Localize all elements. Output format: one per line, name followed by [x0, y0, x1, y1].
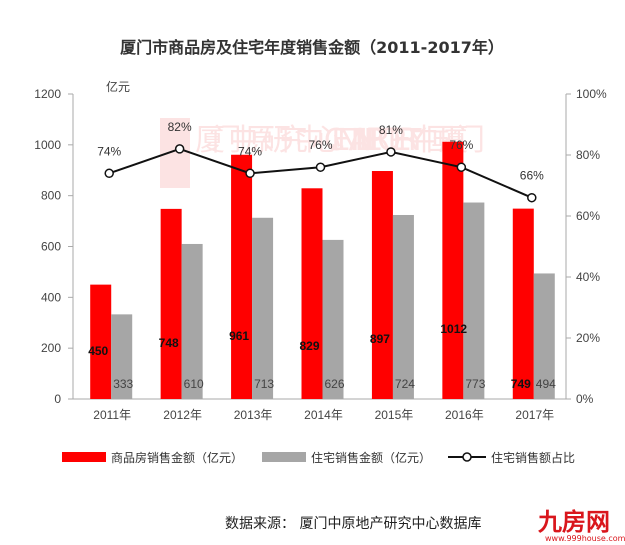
data-label-sales-total: 748	[159, 336, 179, 350]
data-label-sales-residential: 333	[113, 377, 133, 391]
bar-sales-total	[90, 284, 112, 399]
data-label-sales-residential: 724	[395, 377, 415, 391]
bar-sales-residential	[111, 314, 133, 399]
y2-tick-label: 40%	[576, 270, 600, 284]
line-point	[386, 147, 396, 157]
data-label-share: 74%	[238, 144, 262, 158]
data-label-sales-residential: 494	[536, 377, 556, 391]
svg-text:www.999house.com: www.999house.com	[545, 534, 625, 543]
y2-tick-label: 0%	[576, 392, 594, 406]
source-note: 数据来源： 厦门中原地产研究中心数据库	[225, 516, 481, 532]
bar-sales-total	[512, 208, 534, 399]
line-point	[104, 168, 114, 179]
data-label-share: 82%	[168, 120, 192, 134]
y-tick-label: 1200	[34, 87, 61, 101]
x-tick-label: 2011年	[93, 408, 131, 422]
line-point	[174, 144, 185, 154]
x-tick-label: 2013年	[234, 408, 273, 422]
legend: 商品房销售金额（亿元） 住宅销售金额（亿元） 住宅销售额占比	[62, 450, 575, 465]
y2-tick-label: 100%	[576, 87, 607, 101]
line-point	[456, 162, 467, 172]
bar-sales-residential	[533, 273, 555, 399]
legend-label-gray: 住宅销售金额（亿元）	[311, 450, 431, 465]
x-tick-label: 2014年	[304, 408, 343, 422]
y2-tick-label: 80%	[576, 148, 600, 162]
data-label-share: 76%	[308, 138, 332, 152]
y-tick-label: 200	[41, 341, 61, 355]
bar-sales-residential	[252, 217, 274, 399]
bar-sales-residential	[322, 239, 344, 399]
line-point	[527, 192, 537, 203]
data-label-sales-total: 450	[88, 344, 108, 358]
y-tick-label: 400	[41, 290, 61, 304]
legend-label-red: 商品房销售金额（亿元）	[111, 450, 243, 465]
chart-title: 厦门市商品房及住宅年度销售金额（2011-2017年）	[120, 38, 504, 57]
legend-label-line: 住宅销售额占比	[491, 450, 575, 465]
site-logo: 九房网 www.999house.com	[537, 508, 625, 543]
line-point	[245, 168, 255, 179]
data-label-share: 81%	[379, 123, 403, 137]
bar-sales-total	[231, 154, 253, 399]
data-label-sales-total: 829	[300, 339, 320, 353]
data-label-sales-residential: 773	[465, 377, 485, 391]
y-tick-label: 1000	[34, 138, 61, 152]
legend-marker	[462, 452, 472, 462]
line-point	[315, 162, 326, 172]
data-label-sales-total: 749	[511, 377, 531, 391]
svg-text:九房网: 九房网	[537, 508, 610, 536]
bar-sales-total	[442, 141, 464, 400]
x-tick-label: 2015年	[375, 408, 414, 422]
y-tick-label: 600	[41, 240, 61, 254]
bar-sales-residential	[463, 202, 485, 399]
x-tick-label: 2017年	[515, 408, 554, 422]
y2-tick-label: 60%	[576, 209, 600, 223]
legend-swatch-gray	[262, 452, 306, 462]
watermark: 厦门中原研究中心 CENTALINE PROPERTY 中国·厦门	[160, 118, 485, 188]
data-label-share: 66%	[520, 169, 544, 183]
y-tick-label: 0	[54, 392, 61, 406]
data-label-sales-residential: 610	[184, 377, 204, 391]
bar-sales-total	[371, 171, 393, 399]
data-label-sales-residential: 626	[325, 377, 345, 391]
y2-tick-label: 20%	[576, 331, 600, 345]
y-tick-label: 800	[41, 189, 61, 203]
data-label-sales-total: 1012	[440, 322, 467, 336]
data-label-share: 74%	[97, 144, 121, 158]
bar-sales-residential	[392, 214, 414, 399]
x-tick-label: 2016年	[445, 408, 484, 422]
y-unit-label: 亿元	[106, 79, 130, 94]
data-label-sales-residential: 713	[254, 377, 274, 391]
legend-swatch-red	[62, 452, 106, 462]
data-label-share: 76%	[449, 138, 473, 152]
bar-sales-residential	[181, 243, 203, 399]
data-label-sales-total: 961	[229, 329, 249, 343]
svg-text:厦门中原研究中心 CENTALINE PROPERTY 中国: 厦门中原研究中心 CENTALINE PROPERTY 中国·厦门	[195, 123, 485, 158]
data-label-sales-total: 897	[370, 332, 390, 346]
x-tick-label: 2012年	[163, 408, 202, 422]
bar-sales-total	[160, 208, 182, 399]
bar-sales-total	[301, 188, 323, 399]
